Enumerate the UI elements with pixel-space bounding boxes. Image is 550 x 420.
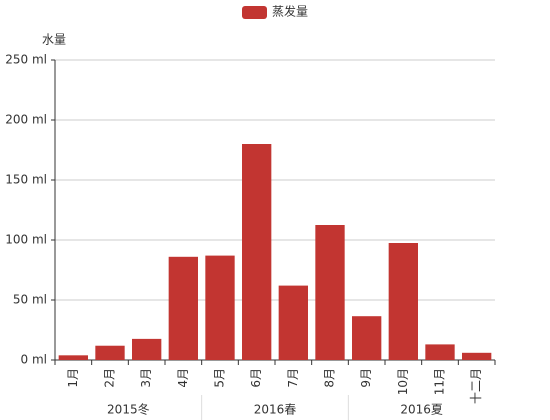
bar <box>278 285 308 360</box>
legend-swatch <box>242 6 267 19</box>
bar <box>315 225 345 360</box>
x-tick-label: 5月 <box>213 368 227 388</box>
x-tick-label: 十二月 <box>469 368 483 404</box>
bar <box>132 338 162 360</box>
legend-label: 蒸发量 <box>272 4 308 19</box>
bar <box>352 316 382 360</box>
y-tick-label: 150 ml <box>5 173 47 187</box>
y-tick-label: 100 ml <box>5 233 47 247</box>
y-tick-label: 200 ml <box>5 113 47 127</box>
bar <box>95 345 125 360</box>
x-tick-label: 9月 <box>359 368 373 388</box>
bar <box>205 255 235 360</box>
bar <box>388 243 418 360</box>
group-label: 2016夏 <box>400 403 443 417</box>
x-tick-label: 11月 <box>433 368 447 395</box>
x-tick-label: 2月 <box>103 368 117 388</box>
y-tick-label: 0 ml <box>21 353 47 367</box>
x-tick-label: 7月 <box>286 368 300 388</box>
group-label: 2015冬 <box>107 402 150 417</box>
bar <box>242 144 272 360</box>
y-tick-label: 50 ml <box>13 293 47 307</box>
y-axis-label: 水量 <box>42 33 66 47</box>
bar <box>462 352 492 360</box>
x-tick-label: 1月 <box>66 368 80 388</box>
x-tick-label: 3月 <box>139 368 153 388</box>
bar <box>58 355 88 360</box>
y-tick-label: 250 ml <box>5 53 47 67</box>
group-label: 2016春 <box>254 403 297 417</box>
bar <box>168 256 198 360</box>
x-tick-label: 8月 <box>323 368 337 388</box>
x-tick-label: 6月 <box>249 368 263 388</box>
x-tick-label: 4月 <box>176 368 190 388</box>
x-tick-label: 10月 <box>396 368 410 395</box>
bar <box>425 344 455 360</box>
